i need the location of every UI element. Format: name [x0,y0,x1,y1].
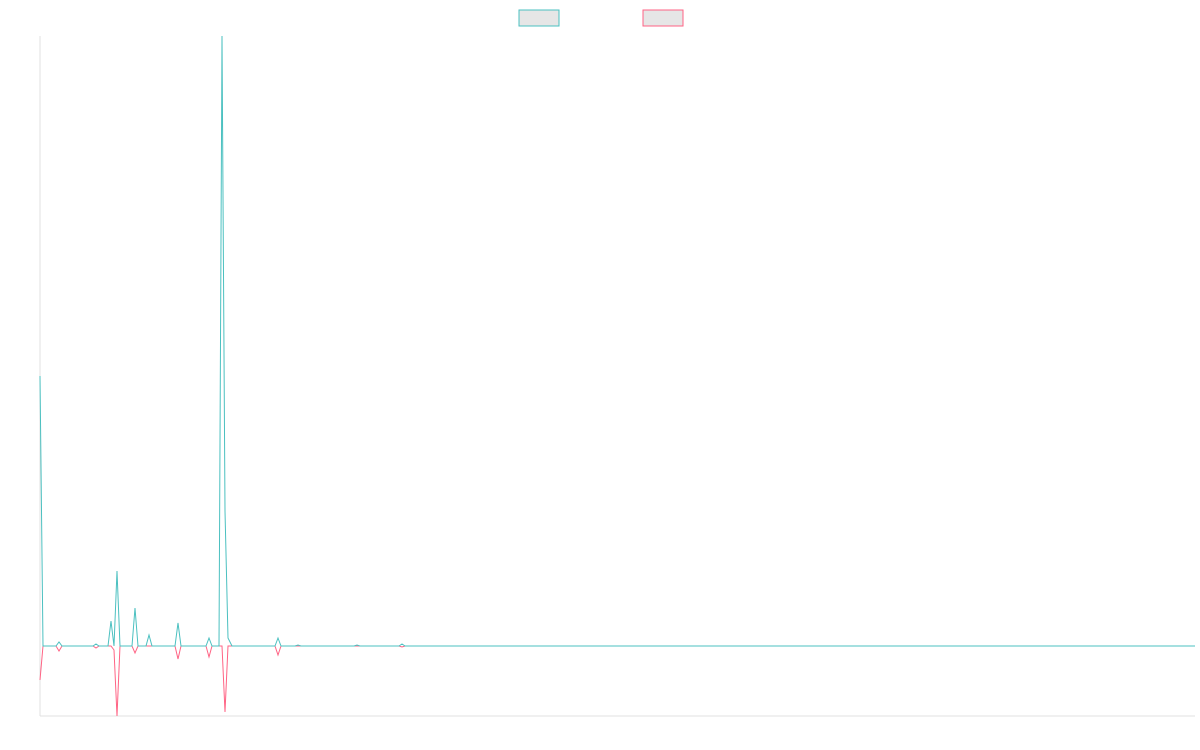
series-line [39,645,1195,717]
legend-swatch [518,9,560,27]
series-line [39,35,1195,647]
legend-swatch [642,9,684,27]
